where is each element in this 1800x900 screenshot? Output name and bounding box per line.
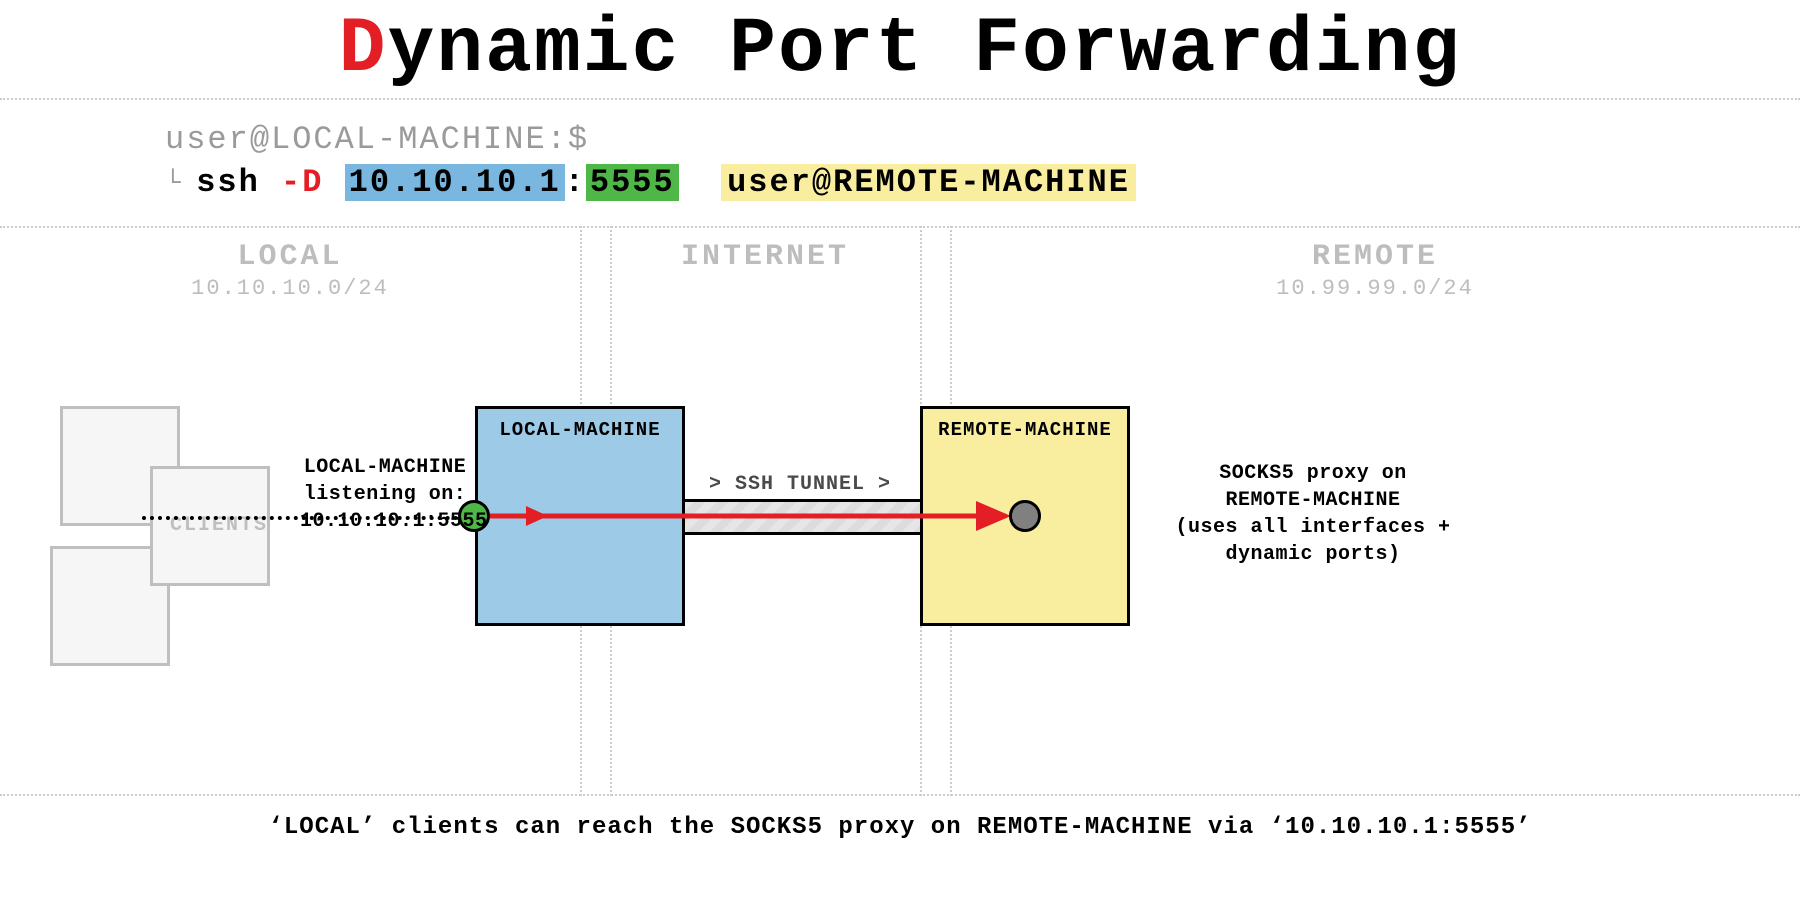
cmd-bind-address: 10.10.10.1 <box>345 164 565 201</box>
cmd-bind-port: 5555 <box>586 164 679 201</box>
title-accent: D <box>339 6 388 94</box>
local-annotation-l1: LOCAL-MACHINE <box>300 454 470 481</box>
remote-annotation-l2: REMOTE-MACHINE <box>1168 487 1458 514</box>
local-annotation: LOCAL-MACHINE listening on: 10.10.10.1:5… <box>300 454 470 535</box>
caption: ‘LOCAL’ clients can reach the SOCKS5 pro… <box>0 814 1800 841</box>
remote-annotation: SOCKS5 proxy on REMOTE-MACHINE (uses all… <box>1168 460 1458 568</box>
cmd-target: user@REMOTE-MACHINE <box>721 164 1136 201</box>
prompt-arrow-icon: └ <box>165 168 196 198</box>
title-rest: ynamic Port Forwarding <box>388 6 1462 94</box>
cmd-ssh: ssh <box>196 164 260 201</box>
page-title: Dynamic Port Forwarding <box>0 0 1800 94</box>
local-annotation-l2: listening on: <box>300 481 470 508</box>
local-annotation-l3: 10.10.10.1:5555 <box>300 508 470 535</box>
command-block: user@LOCAL-MACHINE:$ └ ssh -D 10.10.10.1… <box>165 118 1800 204</box>
shell-prompt: user@LOCAL-MACHINE:$ <box>165 118 1800 161</box>
cmd-colon: : <box>565 164 586 201</box>
flow-arrow <box>0 226 1800 796</box>
diagram-canvas: LOCAL 10.10.10.0/24 INTERNET REMOTE 10.9… <box>0 226 1800 796</box>
title-divider <box>0 98 1800 100</box>
remote-annotation-l1: SOCKS5 proxy on <box>1168 460 1458 487</box>
remote-annotation-l4: dynamic ports) <box>1168 541 1458 568</box>
remote-annotation-l3: (uses all interfaces + <box>1168 514 1458 541</box>
shell-command-line: └ ssh -D 10.10.10.1:5555 user@REMOTE-MAC… <box>165 161 1800 204</box>
cmd-flag-d: -D <box>281 164 323 201</box>
